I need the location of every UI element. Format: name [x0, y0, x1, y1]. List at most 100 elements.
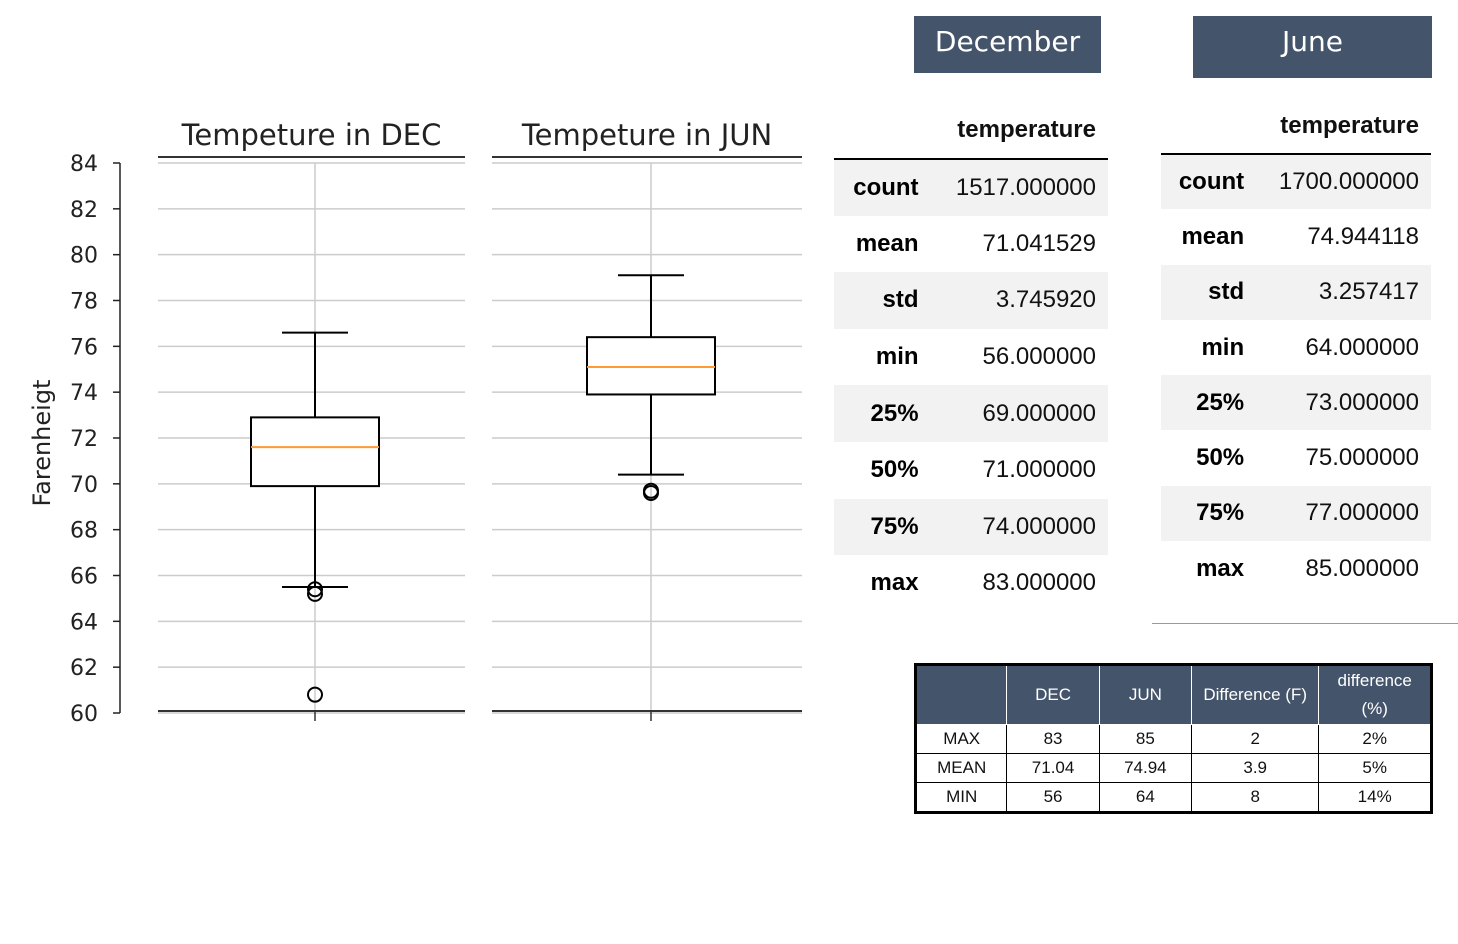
comparison-row: MEAN 71.04 74.94 3.9 5%: [914, 753, 1432, 783]
stat-value: 3.257417: [1318, 278, 1419, 306]
comparison-table: DEC JUN Difference (F) difference (%) MAX 83…: [914, 663, 1433, 814]
y-axis-label: Farenheigt: [28, 380, 56, 507]
stats-row: 25% 73.000000: [1161, 375, 1431, 431]
stats-row: 75% 74.000000: [834, 498, 1108, 556]
boxplot-chart: 60 62 64 66 68 70 72 74 76 78 80 82 84 Farenheigt Te…: [28, 118, 802, 727]
comparison-cell: 8: [1190, 782, 1320, 813]
y-tick-label: 66: [70, 565, 98, 590]
stats-row: 75% 77.000000: [1161, 485, 1431, 542]
iqr-box: [586, 336, 716, 396]
comparison-cell: 85: [1098, 724, 1192, 754]
stats-row: std 3.745920: [834, 272, 1108, 329]
panel-jun: Tempeture in JUN: [492, 118, 802, 721]
chart-title: Tempeture in JUN: [521, 118, 772, 152]
outlier-point: [307, 585, 323, 602]
comparison-header-cell: Difference (F): [1190, 664, 1320, 725]
comparison-cell: 3.9: [1190, 753, 1320, 783]
stat-label: 75%: [1196, 499, 1245, 527]
stat-label: 25%: [1196, 388, 1245, 416]
stat-value: 56.000000: [982, 343, 1096, 371]
stat-value: 71.000000: [982, 456, 1096, 484]
panel-dec: Tempeture in DEC: [158, 118, 465, 721]
y-tick-label: 84: [70, 152, 98, 177]
comparison-cell: 71.04: [1006, 753, 1100, 783]
stat-value: 74.944118: [1307, 222, 1419, 250]
column-header: temperature: [930, 102, 1108, 160]
y-tick-label: 68: [70, 519, 98, 544]
stat-value: 85.000000: [1305, 554, 1419, 582]
stat-label: 50%: [870, 456, 919, 484]
june-header: June: [1193, 16, 1432, 78]
stat-value: 3.745920: [995, 286, 1096, 314]
comparison-cell: 56: [1006, 782, 1100, 813]
comparison-cell: 14%: [1318, 782, 1432, 813]
comparison-cell: 2: [1190, 724, 1320, 754]
stat-label: count: [853, 173, 919, 201]
stat-value: 1517.000000: [955, 173, 1096, 201]
stats-row: max 83.000000: [834, 555, 1108, 612]
stat-value: 83.000000: [982, 569, 1096, 597]
stat-value: 75.000000: [1305, 444, 1419, 472]
chart-title: Tempeture in DEC: [181, 118, 442, 152]
comparison-header-cell: DEC: [1006, 664, 1100, 725]
stats-row: count 1517.000000: [834, 159, 1108, 216]
stats-row: count 1700.000000: [1161, 154, 1431, 210]
comparison-header-cell: [914, 664, 1008, 725]
y-tick-label: 80: [70, 244, 98, 269]
stat-value: 69.000000: [982, 399, 1096, 427]
outlier-point: [307, 581, 323, 598]
december-stats-table: temperature count 1517.000000 mean 71.04152…: [834, 102, 1108, 612]
stat-label: mean: [1181, 222, 1245, 250]
comparison-cell: MIN: [914, 782, 1008, 813]
stat-value: 71.041529: [982, 229, 1096, 257]
table-divider: [1152, 623, 1458, 624]
stats-row: 50% 71.000000: [834, 442, 1108, 499]
stats-corner: [834, 102, 931, 160]
stat-label: 25%: [870, 399, 919, 427]
december-header: December: [914, 16, 1101, 73]
y-tick-label: 60: [70, 702, 98, 727]
stats-row: mean 71.041529: [834, 216, 1108, 273]
stats-row: 50% 75.000000: [1161, 430, 1431, 485]
stat-value: 1700.000000: [1278, 168, 1419, 196]
comparison-cell: MEAN: [914, 753, 1008, 783]
y-tick-label: 64: [70, 610, 98, 635]
stats-row: std 3.257417: [1161, 264, 1431, 320]
y-tick-label: 78: [70, 290, 98, 315]
stat-label: 50%: [1196, 444, 1245, 472]
comparison-cell: MAX: [914, 724, 1008, 754]
stat-value: 73.000000: [1305, 388, 1419, 416]
outlier-point: [307, 686, 323, 703]
comparison-header-cell: JUN: [1098, 664, 1192, 725]
stat-value: 74.000000: [982, 512, 1096, 540]
stats-corner: [1161, 98, 1257, 155]
comparison-cell: 2%: [1318, 724, 1432, 754]
iqr-box: [250, 416, 380, 488]
comparison-row: MAX 83 85 2 2%: [914, 724, 1432, 754]
column-header: temperature: [1256, 98, 1431, 155]
stat-label: count: [1178, 168, 1245, 196]
stats-row: max 85.000000: [1161, 541, 1431, 596]
outlier-point: [643, 482, 659, 499]
y-tick-label: 72: [70, 427, 98, 452]
stat-value: 64.000000: [1305, 333, 1419, 361]
stats-row: min 64.000000: [1161, 320, 1431, 375]
stats-row: mean 74.944118: [1161, 209, 1431, 264]
y-tick-label: 62: [70, 656, 98, 681]
y-tick-label: 70: [70, 473, 98, 498]
june-stats-table: temperature count 1700.000000 mean 74.94411…: [1161, 98, 1431, 596]
stat-label: std: [882, 286, 919, 314]
stat-label: max: [1196, 554, 1245, 582]
comparison-cell: 64: [1098, 782, 1192, 813]
stat-value: 77.000000: [1305, 499, 1419, 527]
stat-label: std: [1208, 278, 1245, 306]
stat-label: 75%: [870, 512, 919, 540]
stats-row: 25% 69.000000: [834, 385, 1108, 442]
stat-label: max: [870, 569, 919, 597]
stat-label: mean: [855, 229, 919, 257]
y-tick-label: 74: [70, 381, 98, 406]
comparison-row: MIN 56 64 8 14%: [914, 782, 1432, 813]
stat-label: min: [875, 343, 919, 371]
y-tick-label: 76: [70, 335, 98, 360]
y-axis: 60 62 64 66 68 70 72 74 76 78 80 82 84: [70, 152, 121, 727]
